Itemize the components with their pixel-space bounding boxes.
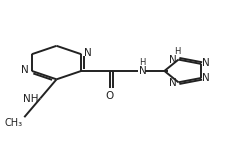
Text: H: H	[139, 58, 145, 67]
Text: N: N	[84, 49, 92, 59]
Text: N: N	[139, 66, 147, 76]
Text: CH₃: CH₃	[5, 118, 23, 128]
Text: H: H	[175, 47, 181, 56]
Text: N: N	[169, 55, 177, 65]
Text: N: N	[21, 65, 29, 75]
Text: NH: NH	[23, 94, 38, 104]
Text: N: N	[169, 78, 177, 88]
Text: N: N	[202, 73, 210, 83]
Text: O: O	[106, 91, 114, 101]
Text: N: N	[202, 58, 210, 68]
